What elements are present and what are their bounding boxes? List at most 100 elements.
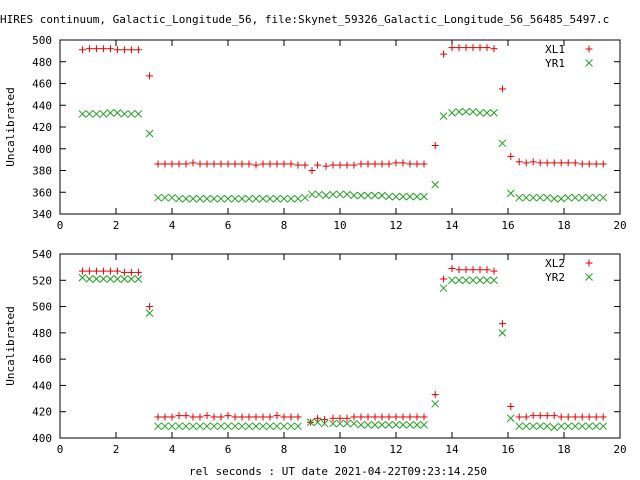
data-point-yr1 (420, 192, 428, 201)
data-point-yr1 (182, 194, 190, 203)
data-point-xl1 (134, 46, 142, 54)
data-point-yr2 (145, 309, 154, 317)
data-point-yr1 (113, 109, 122, 117)
data-point-xl2 (371, 413, 379, 421)
data-point-yr1 (357, 191, 365, 200)
data-point-xl1 (329, 161, 337, 169)
data-point-xl1 (113, 46, 121, 54)
data-point-xl2 (245, 413, 253, 421)
data-point-yr2 (120, 275, 129, 283)
data-point-xl1 (455, 44, 463, 52)
data-point-yr1 (189, 194, 197, 203)
data-point-yr1 (371, 191, 379, 200)
y-tick-label: 480 (32, 56, 52, 69)
data-point-xl2 (106, 267, 114, 275)
data-point-xl1 (210, 160, 218, 168)
x-tick-label: 12 (389, 219, 402, 232)
y-tick-label: 500 (32, 34, 52, 47)
data-point-xl2 (287, 413, 295, 421)
data-point-yr1 (231, 194, 239, 203)
x-tick-label: 8 (281, 219, 288, 232)
data-point-yr1 (245, 194, 253, 203)
data-point-yr2 (196, 422, 204, 431)
data-point-yr1 (490, 109, 498, 117)
data-point-yr1 (287, 194, 295, 203)
data-point-xl1 (266, 160, 274, 168)
data-point-yr2 (536, 422, 545, 431)
data-point-xl1 (301, 161, 309, 169)
data-point-xl2 (92, 267, 100, 275)
data-point-xl2 (440, 275, 448, 283)
data-point-yr1 (399, 192, 407, 201)
data-point-yr2 (371, 421, 379, 429)
data-point-yr2 (313, 418, 322, 427)
data-point-yr2 (113, 275, 122, 283)
data-point-yr2 (490, 276, 498, 285)
y-tick-label: 460 (32, 78, 52, 91)
data-point-yr1 (439, 112, 448, 120)
data-point-xl1 (385, 160, 393, 168)
y-tick-label: 480 (32, 327, 52, 340)
data-point-yr2 (529, 422, 538, 431)
data-point-yr2 (189, 422, 197, 431)
data-point-yr1 (431, 180, 440, 189)
y-axis-label: Uncalibrated (4, 87, 17, 166)
data-point-xl2 (522, 413, 530, 421)
data-point-xl2 (280, 413, 288, 421)
data-point-yr1 (217, 194, 225, 203)
data-point-yr2 (168, 422, 176, 431)
data-point-xl1 (413, 160, 421, 168)
data-point-yr1 (161, 193, 169, 202)
data-point-yr2 (578, 422, 587, 431)
data-point-xl2 (217, 413, 225, 421)
data-point-yr1 (536, 193, 545, 202)
data-point-xl2 (273, 412, 281, 420)
data-point-yr2 (175, 422, 183, 431)
x-tick-label: 10 (333, 219, 346, 232)
data-point-xl2 (564, 413, 572, 421)
data-point-xl2 (483, 266, 491, 274)
data-point-yr2 (294, 422, 302, 431)
data-point-yr1 (571, 193, 580, 202)
data-point-yr1 (99, 110, 108, 118)
data-point-yr2 (431, 399, 440, 408)
data-point-yr1 (168, 193, 176, 202)
data-point-xl1 (364, 160, 372, 168)
data-point-xl2 (536, 412, 544, 420)
y-tick-label: 420 (32, 406, 52, 419)
data-point-xl2 (462, 266, 470, 274)
legend-label-yr1: YR1 (545, 57, 565, 70)
data-point-xl2 (406, 413, 414, 421)
data-point-xl1 (543, 159, 551, 167)
data-point-yr2 (550, 423, 559, 432)
data-point-xl2 (120, 268, 128, 276)
data-point-yr1 (336, 190, 344, 199)
data-point-xl2 (599, 413, 607, 421)
data-point-xl2 (224, 412, 232, 420)
y-tick-label: 460 (32, 353, 52, 366)
data-point-xl2 (146, 303, 154, 311)
x-tick-label: 10 (333, 443, 346, 456)
data-point-xl1 (392, 159, 400, 167)
data-point-xl2 (378, 413, 386, 421)
data-point-yr1 (413, 192, 421, 201)
data-point-xl2 (529, 412, 537, 420)
data-point-xl2 (420, 413, 428, 421)
y-tick-label: 340 (32, 208, 52, 221)
data-point-xl2 (357, 413, 365, 421)
data-point-yr2 (506, 414, 515, 423)
legend-marker-xl1 (585, 45, 593, 53)
data-point-xl2 (543, 412, 551, 420)
plot-frame (59, 39, 621, 215)
data-point-yr1 (515, 193, 524, 202)
data-point-yr2 (378, 421, 386, 429)
data-point-xl1 (350, 161, 358, 169)
data-point-xl2 (99, 267, 107, 275)
data-point-yr2 (154, 422, 162, 431)
data-point-yr2 (557, 422, 566, 431)
data-point-xl2 (413, 413, 421, 421)
data-point-xl2 (210, 413, 218, 421)
data-point-yr1 (92, 110, 101, 118)
data-point-xl2 (343, 414, 351, 422)
data-point-xl1 (529, 158, 537, 166)
